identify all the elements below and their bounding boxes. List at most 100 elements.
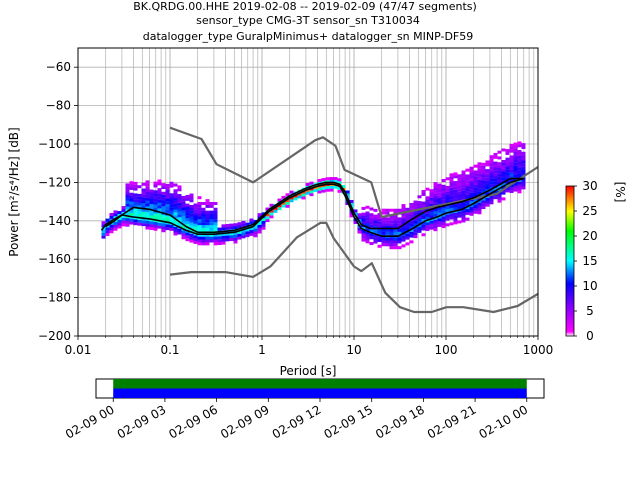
heatmap-cell xyxy=(513,151,518,155)
heatmap-cell xyxy=(373,237,378,241)
heatmap-cell xyxy=(197,210,202,214)
heatmap-cell xyxy=(437,198,442,202)
x-tick-label: 1000 xyxy=(523,343,554,357)
heatmap-cell xyxy=(517,173,522,177)
heatmap-cell xyxy=(417,224,422,228)
heatmap-cell xyxy=(461,210,466,214)
heatmap-cell xyxy=(457,180,462,184)
heatmap-cell xyxy=(197,216,202,220)
heatmap-cell xyxy=(321,189,326,193)
heatmap-cell xyxy=(441,216,446,220)
heatmap-cell xyxy=(161,197,166,201)
heatmap-cell xyxy=(101,221,106,225)
heatmap-cell xyxy=(461,213,466,217)
heatmap-cell xyxy=(477,176,482,180)
heatmap-cell xyxy=(473,187,478,191)
heatmap-cell xyxy=(205,216,210,220)
heatmap-cell xyxy=(441,199,446,203)
heatmap-cell xyxy=(153,210,158,214)
heatmap-cell xyxy=(481,162,486,166)
heatmap-cell xyxy=(177,214,182,218)
heatmap-cell xyxy=(477,173,482,177)
heatmap-cell xyxy=(493,170,498,174)
heatmap-cell xyxy=(133,196,138,200)
timeline-tick-label: 02-09 12 xyxy=(270,402,324,441)
heatmap-cell xyxy=(181,218,186,222)
heatmap-cell xyxy=(261,226,266,230)
heatmap-cell xyxy=(145,191,150,195)
heatmap-cell xyxy=(421,213,426,217)
heatmap-cell xyxy=(145,180,150,184)
heatmap-cell xyxy=(505,151,510,155)
heatmap-cell xyxy=(505,166,510,170)
heatmap-cell xyxy=(281,201,286,205)
heatmap-cell xyxy=(201,222,206,226)
heatmap-cell xyxy=(497,162,502,166)
heatmap-cell xyxy=(401,221,406,225)
heatmap-cell xyxy=(409,234,414,238)
heatmap-cell xyxy=(301,193,306,197)
heatmap-cell xyxy=(481,185,486,189)
heatmap-cell xyxy=(489,155,494,159)
heatmap-cell xyxy=(369,224,374,228)
heatmap-cell xyxy=(165,195,170,199)
heatmap-cell xyxy=(145,206,150,210)
heatmap-cell xyxy=(453,192,458,196)
heatmap-cell xyxy=(149,209,154,213)
heatmap-cell xyxy=(125,223,130,227)
y-tick-label: −140 xyxy=(38,214,71,228)
heatmap-cell xyxy=(165,215,170,219)
heatmap-cell xyxy=(201,202,206,206)
heatmap-cell xyxy=(145,226,150,230)
heatmap-cell xyxy=(109,227,114,231)
heatmap-cell xyxy=(285,199,290,203)
heatmap-cell xyxy=(361,232,366,236)
heatmap-cell xyxy=(125,192,130,196)
heatmap-cell xyxy=(493,181,498,185)
heatmap-cell xyxy=(457,206,462,210)
heatmap-cell xyxy=(413,217,418,221)
heatmap-cell xyxy=(153,193,158,197)
heatmap-cell xyxy=(153,224,158,228)
heatmap-cell xyxy=(137,185,142,189)
heatmap-cell xyxy=(361,215,366,219)
heatmap-cell xyxy=(145,197,150,201)
heatmap-cell xyxy=(453,175,458,179)
heatmap-cell xyxy=(193,217,198,221)
heatmap-cell xyxy=(201,227,206,231)
heatmap-cell xyxy=(173,229,178,233)
heatmap-cell xyxy=(465,174,470,178)
heatmap-cell xyxy=(129,195,134,199)
heatmap-cell xyxy=(441,193,446,197)
heatmap-cell xyxy=(205,233,210,237)
heatmap-cell xyxy=(437,221,442,225)
heatmap-cell xyxy=(201,225,206,229)
heatmap-cell xyxy=(381,211,386,215)
heatmap-cell xyxy=(205,222,210,226)
heatmap-cell xyxy=(373,240,378,244)
heatmap-cell xyxy=(461,184,466,188)
heatmap-cell xyxy=(513,185,518,189)
heatmap-cell xyxy=(385,223,390,227)
heatmap-cell xyxy=(353,220,358,224)
heatmap-cell xyxy=(381,220,386,224)
heatmap-cell xyxy=(477,179,482,183)
heatmap-cell xyxy=(469,175,474,179)
heatmap-cell xyxy=(493,152,498,156)
heatmap-cell xyxy=(429,220,434,224)
heatmap-cell xyxy=(169,227,174,231)
heatmap-cell xyxy=(173,195,178,199)
heatmap-cell xyxy=(449,222,454,226)
heatmap-cell xyxy=(189,239,194,243)
heatmap-cell xyxy=(185,212,190,216)
heatmap-cell xyxy=(161,226,166,230)
heatmap-cell xyxy=(181,204,186,208)
heatmap-cell xyxy=(521,186,526,190)
heatmap-cell xyxy=(185,209,190,213)
heatmap-cell xyxy=(189,213,194,217)
heatmap-cell xyxy=(369,242,374,246)
heatmap-cell xyxy=(517,167,522,171)
heatmap-cell xyxy=(469,204,474,208)
heatmap-cell xyxy=(497,188,502,192)
heatmap-cell xyxy=(193,206,198,210)
